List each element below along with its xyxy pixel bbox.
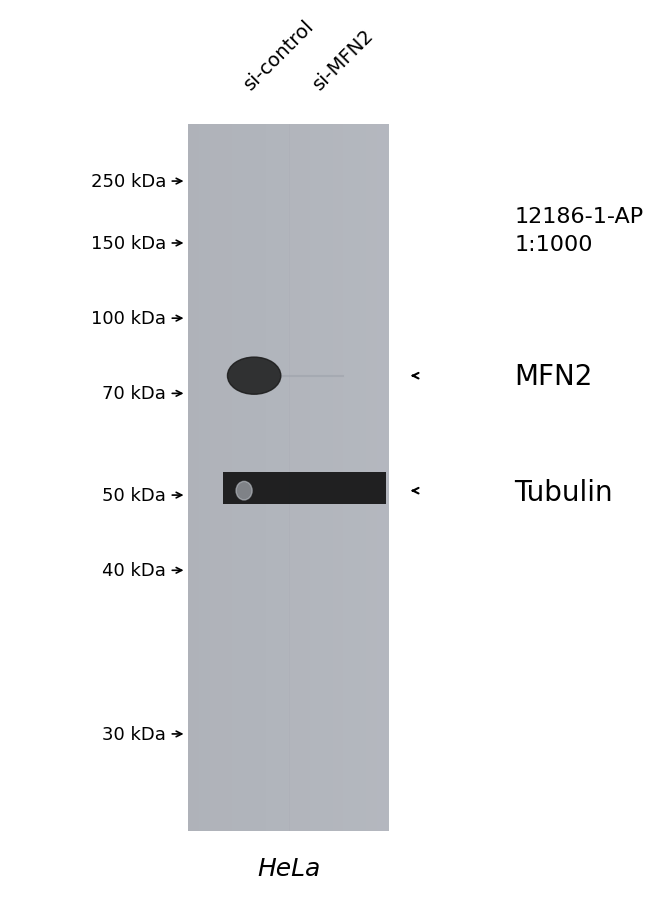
- Text: 12186-1-AP
1:1000: 12186-1-AP 1:1000: [515, 207, 643, 254]
- Text: 50 kDa: 50 kDa: [102, 486, 166, 504]
- Text: 250 kDa: 250 kDa: [91, 173, 166, 191]
- Text: si-MFN2: si-MFN2: [309, 25, 378, 94]
- Text: MFN2: MFN2: [515, 363, 593, 391]
- Text: si-control: si-control: [241, 16, 318, 94]
- Text: 30 kDa: 30 kDa: [102, 725, 166, 743]
- Text: 150 kDa: 150 kDa: [91, 235, 166, 253]
- Text: WWW.PTGLAB.COM: WWW.PTGLAB.COM: [212, 437, 226, 572]
- Text: 70 kDa: 70 kDa: [102, 385, 166, 403]
- Text: 40 kDa: 40 kDa: [102, 562, 166, 580]
- Text: 100 kDa: 100 kDa: [91, 309, 166, 327]
- Text: Tubulin: Tubulin: [515, 479, 613, 507]
- Text: HeLa: HeLa: [257, 856, 320, 880]
